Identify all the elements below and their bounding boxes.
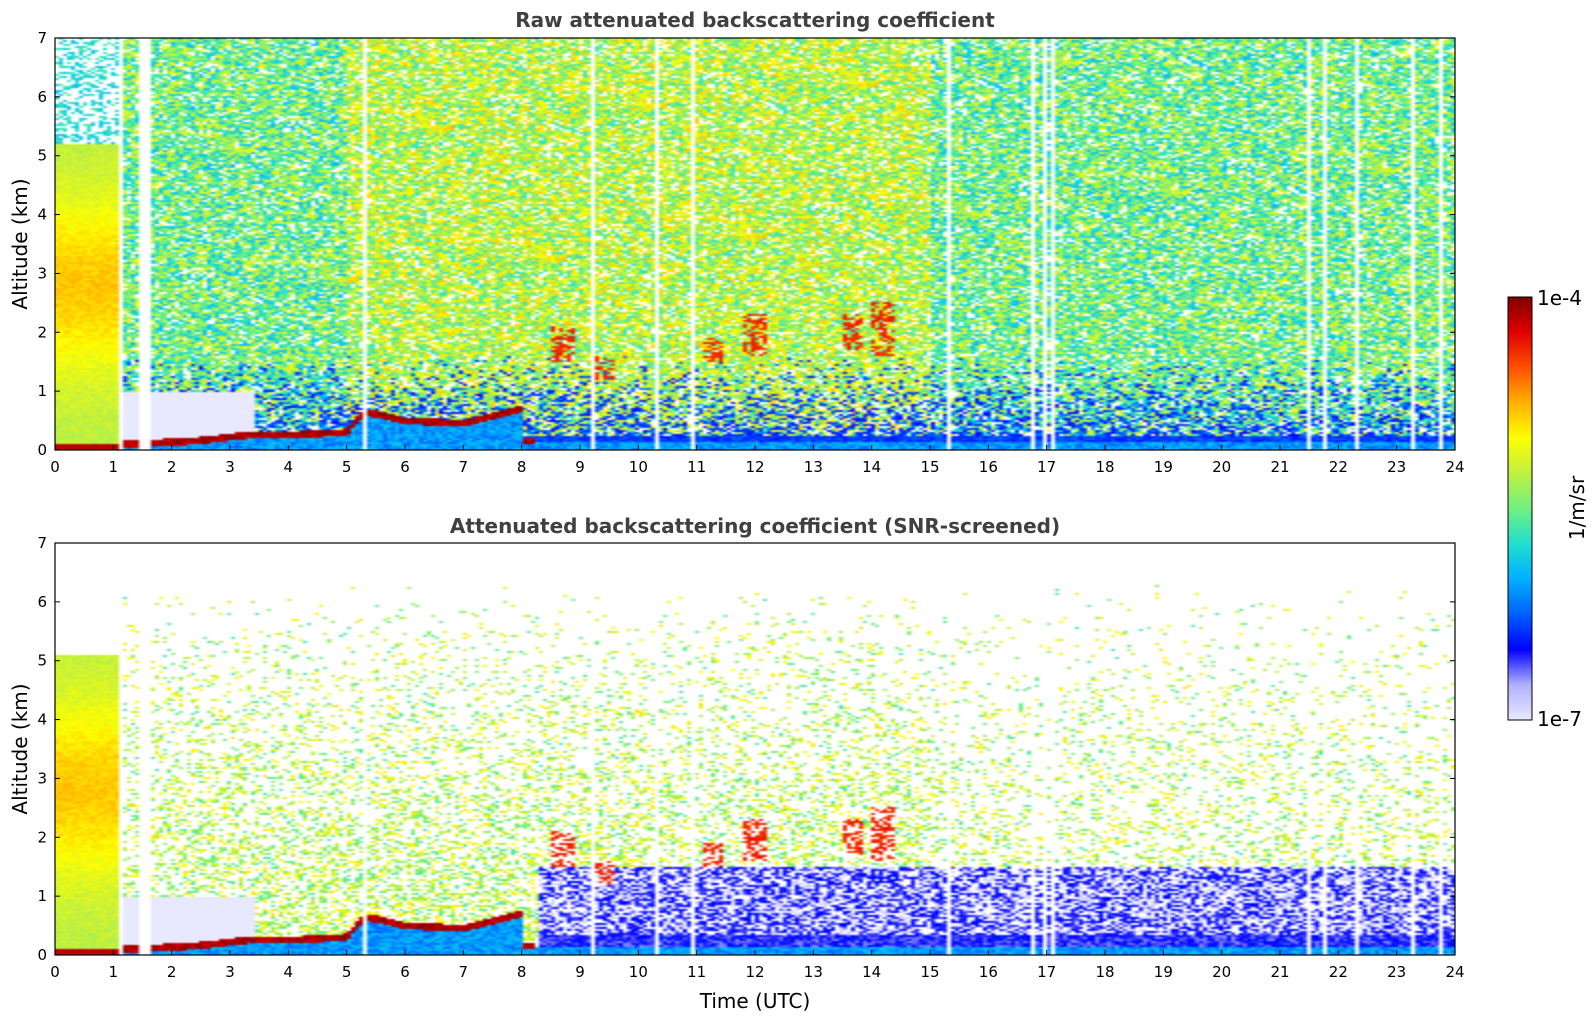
y-tick-label: 4 bbox=[37, 206, 47, 224]
y-tick-label: 3 bbox=[37, 264, 47, 282]
y-tick-label: 0 bbox=[37, 441, 47, 459]
colorbar: 1e-4 1e-7 1/m/sr bbox=[1507, 286, 1589, 731]
x-tick-label: 12 bbox=[745, 458, 764, 476]
x-axis-ticks: 0 1 2 3 4 5 6 7 8 9 10 11 12 13 14 15 16 17 18 19 20 21 22 23 24 bbox=[50, 445, 1465, 476]
y-axis-ticks: 0 1 2 3 4 5 6 7 bbox=[37, 29, 1455, 459]
x-tick-label: 15 bbox=[920, 963, 939, 981]
y-tick-label: 7 bbox=[37, 29, 47, 47]
x-tick-label: 10 bbox=[629, 458, 648, 476]
y-tick-label: 5 bbox=[37, 147, 47, 165]
x-tick-label: 21 bbox=[1270, 458, 1289, 476]
x-tick-label: 24 bbox=[1445, 458, 1464, 476]
x-tick-label: 16 bbox=[979, 963, 998, 981]
x-tick-label: 8 bbox=[517, 458, 527, 476]
panel-title: Attenuated backscattering coefficient (S… bbox=[450, 514, 1060, 538]
x-axis-ticks: 0 1 2 3 4 5 6 7 8 9 10 11 12 13 14 15 16 17 18 19 20 21 22 23 24 bbox=[50, 950, 1465, 981]
x-tick-label: 10 bbox=[629, 963, 648, 981]
x-tick-label: 19 bbox=[1154, 458, 1173, 476]
y-tick-label: 0 bbox=[37, 946, 47, 964]
x-tick-label: 11 bbox=[687, 963, 706, 981]
y-tick-label: 5 bbox=[37, 652, 47, 670]
x-axis-label: Time (UTC) bbox=[699, 989, 811, 1013]
x-tick-label: 6 bbox=[400, 458, 410, 476]
y-axis-label: Altitude (km) bbox=[8, 683, 32, 814]
x-tick-label: 13 bbox=[804, 963, 823, 981]
x-tick-label: 20 bbox=[1212, 963, 1231, 981]
x-tick-label: 17 bbox=[1037, 963, 1056, 981]
colorbar-min-label: 1e-7 bbox=[1537, 707, 1582, 731]
x-tick-label: 18 bbox=[1095, 458, 1114, 476]
heatmap-image bbox=[55, 38, 1455, 450]
x-tick-label: 15 bbox=[920, 458, 939, 476]
x-tick-label: 14 bbox=[862, 963, 881, 981]
heatmap-screened bbox=[55, 543, 1455, 955]
x-tick-label: 3 bbox=[225, 458, 235, 476]
heatmap-image bbox=[55, 543, 1455, 955]
x-tick-label: 5 bbox=[342, 963, 352, 981]
panel-title: Raw attenuated backscattering coefficien… bbox=[515, 8, 995, 32]
x-tick-label: 1 bbox=[109, 458, 119, 476]
x-tick-label: 9 bbox=[575, 458, 585, 476]
y-tick-label: 6 bbox=[37, 88, 47, 106]
y-axis-label: Altitude (km) bbox=[8, 178, 32, 309]
x-tick-label: 21 bbox=[1270, 963, 1289, 981]
y-tick-label: 2 bbox=[37, 323, 47, 341]
x-tick-label: 11 bbox=[687, 458, 706, 476]
x-tick-label: 8 bbox=[517, 963, 527, 981]
y-tick-label: 3 bbox=[37, 769, 47, 787]
x-tick-label: 22 bbox=[1329, 963, 1348, 981]
x-tick-label: 1 bbox=[109, 963, 119, 981]
y-tick-label: 1 bbox=[37, 382, 47, 400]
x-tick-label: 4 bbox=[284, 963, 294, 981]
x-tick-label: 7 bbox=[459, 963, 469, 981]
x-tick-label: 2 bbox=[167, 458, 177, 476]
x-tick-label: 16 bbox=[979, 458, 998, 476]
x-tick-label: 12 bbox=[745, 963, 764, 981]
x-tick-label: 9 bbox=[575, 963, 585, 981]
x-tick-label: 20 bbox=[1212, 458, 1231, 476]
x-tick-label: 24 bbox=[1445, 963, 1464, 981]
y-axis-ticks: 0 1 2 3 4 5 6 7 bbox=[37, 534, 1455, 964]
x-tick-label: 7 bbox=[459, 458, 469, 476]
colorbar-max-label: 1e-4 bbox=[1537, 286, 1582, 310]
x-tick-label: 5 bbox=[342, 458, 352, 476]
x-tick-label: 23 bbox=[1387, 963, 1406, 981]
x-tick-label: 0 bbox=[50, 458, 60, 476]
y-tick-label: 7 bbox=[37, 534, 47, 552]
x-tick-label: 2 bbox=[167, 963, 177, 981]
x-tick-label: 19 bbox=[1154, 963, 1173, 981]
panel-screened: Attenuated backscattering coefficient (S… bbox=[8, 514, 1465, 1013]
x-tick-label: 17 bbox=[1037, 458, 1056, 476]
x-tick-label: 6 bbox=[400, 963, 410, 981]
x-tick-label: 0 bbox=[50, 963, 60, 981]
x-tick-label: 3 bbox=[225, 963, 235, 981]
x-tick-label: 14 bbox=[862, 458, 881, 476]
x-tick-label: 23 bbox=[1387, 458, 1406, 476]
colorbar-gradient bbox=[1507, 296, 1533, 721]
y-tick-label: 6 bbox=[37, 593, 47, 611]
x-tick-label: 13 bbox=[804, 458, 823, 476]
panel-raw: Raw attenuated backscattering coefficien… bbox=[8, 8, 1465, 476]
x-tick-label: 18 bbox=[1095, 963, 1114, 981]
y-tick-label: 1 bbox=[37, 887, 47, 905]
colorbar-unit-label: 1/m/sr bbox=[1565, 475, 1589, 540]
heatmap-raw bbox=[55, 38, 1455, 450]
x-tick-label: 4 bbox=[284, 458, 294, 476]
y-tick-label: 2 bbox=[37, 828, 47, 846]
y-tick-label: 4 bbox=[37, 711, 47, 729]
x-tick-label: 22 bbox=[1329, 458, 1348, 476]
